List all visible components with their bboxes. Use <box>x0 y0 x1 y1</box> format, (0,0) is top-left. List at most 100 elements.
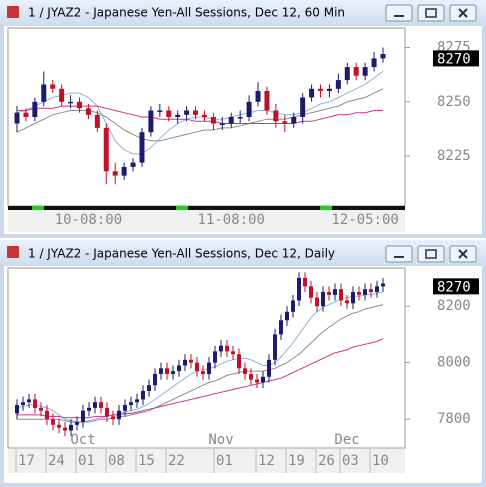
x-tick-label: 19 <box>288 453 305 469</box>
x-tick-label: 10 <box>372 453 389 469</box>
window-icon <box>7 6 19 18</box>
candle-body <box>81 410 85 423</box>
candle-body <box>237 117 243 119</box>
candle-body <box>273 334 277 360</box>
candle-body <box>291 300 295 312</box>
window-title: 1 / JYAZ2 - Japanese Yen-All Sessions, D… <box>28 247 335 261</box>
x-tick-label: 11-08:00 <box>198 212 265 228</box>
candle-body <box>103 127 109 172</box>
candle-body <box>14 112 20 124</box>
x-tick-label: 08 <box>108 453 125 469</box>
candle-body <box>243 368 247 374</box>
icon <box>458 249 468 259</box>
candle-body <box>32 101 38 117</box>
moving-average-line <box>16 70 384 155</box>
candle-body <box>63 427 67 431</box>
x-tick-label: 24 <box>48 453 65 469</box>
candle-body <box>153 373 157 386</box>
candle-body <box>139 132 145 163</box>
month-label: Oct <box>70 432 95 448</box>
candle-body <box>76 101 82 109</box>
x-tick-label: 22 <box>168 453 185 469</box>
candle-body <box>353 67 359 76</box>
candle-body <box>184 110 190 115</box>
candle-body <box>255 90 261 102</box>
candle-body <box>87 407 91 411</box>
candle-body <box>69 424 73 431</box>
last-price-label: 8270 <box>437 51 471 67</box>
candle-body <box>148 110 154 133</box>
candle-body <box>362 67 368 76</box>
candle-body <box>129 402 133 406</box>
icon <box>425 249 437 259</box>
candle-body <box>327 292 331 295</box>
x-tick-label: 10-08:00 <box>55 212 122 228</box>
moving-average-line <box>17 338 384 419</box>
window-title: 1 / JYAZ2 - Japanese Yen-All Sessions, D… <box>28 6 345 20</box>
candle-body <box>309 88 315 98</box>
last-price-box <box>433 50 479 67</box>
candle-body <box>309 286 313 298</box>
candle-body <box>291 117 297 124</box>
candle-body <box>225 345 229 352</box>
candle-body <box>171 371 175 374</box>
candle-body <box>201 371 205 374</box>
candle-body <box>117 410 121 420</box>
maximize-button[interactable] <box>417 245 445 263</box>
candle-body <box>219 345 223 352</box>
candle-body <box>237 354 241 369</box>
session-mark <box>320 206 332 210</box>
y-tick-label: 7800 <box>437 411 471 427</box>
candle-body <box>94 114 100 128</box>
candle-body <box>57 424 61 428</box>
candle-body <box>189 359 193 363</box>
candle-body <box>193 110 199 115</box>
candle-body <box>130 162 136 167</box>
candle-body <box>39 407 43 411</box>
candle-body <box>111 416 115 420</box>
x-tick-label: 12-05:00 <box>331 212 398 228</box>
maximize-button[interactable] <box>417 4 445 22</box>
candle-body <box>267 359 271 377</box>
month-label: Nov <box>208 432 233 448</box>
candle-body <box>375 286 379 293</box>
date-axis <box>8 449 405 473</box>
x-tick-label: 01 <box>216 453 233 469</box>
candle-body <box>303 277 307 287</box>
candle-body <box>228 117 234 124</box>
candle-body <box>33 399 37 408</box>
candle-body <box>50 84 56 89</box>
minimize-button[interactable] <box>385 245 413 263</box>
candle-body <box>344 67 350 81</box>
candle-body <box>175 114 181 117</box>
candle-body <box>51 419 55 425</box>
candle-body <box>93 402 97 408</box>
candle-body <box>261 376 265 383</box>
candle-body <box>165 368 169 374</box>
session-mark <box>32 206 44 210</box>
candle-body <box>59 88 65 102</box>
candle-body <box>183 359 187 366</box>
candle-body <box>121 166 127 176</box>
minimize-button[interactable] <box>385 4 413 22</box>
moving-average-line <box>17 304 384 423</box>
window-buttons[interactable] <box>385 245 477 263</box>
icon <box>458 8 468 18</box>
candle-body <box>123 405 127 411</box>
candle-body <box>141 390 145 400</box>
candle-body <box>219 123 225 126</box>
candle-body <box>41 84 47 102</box>
y-tick-label: 8225 <box>437 148 471 164</box>
candle-body <box>177 365 181 372</box>
candle-body <box>351 292 355 304</box>
candle-body <box>333 289 337 295</box>
window-buttons[interactable] <box>385 4 477 22</box>
candle-body <box>75 422 79 425</box>
candle-body <box>231 351 235 355</box>
candle-body <box>23 112 29 117</box>
candle-body <box>166 110 172 117</box>
candle-body <box>369 289 373 293</box>
candle-body <box>27 399 31 403</box>
y-tick-label: 8200 <box>437 298 471 314</box>
candle-body <box>326 88 332 91</box>
